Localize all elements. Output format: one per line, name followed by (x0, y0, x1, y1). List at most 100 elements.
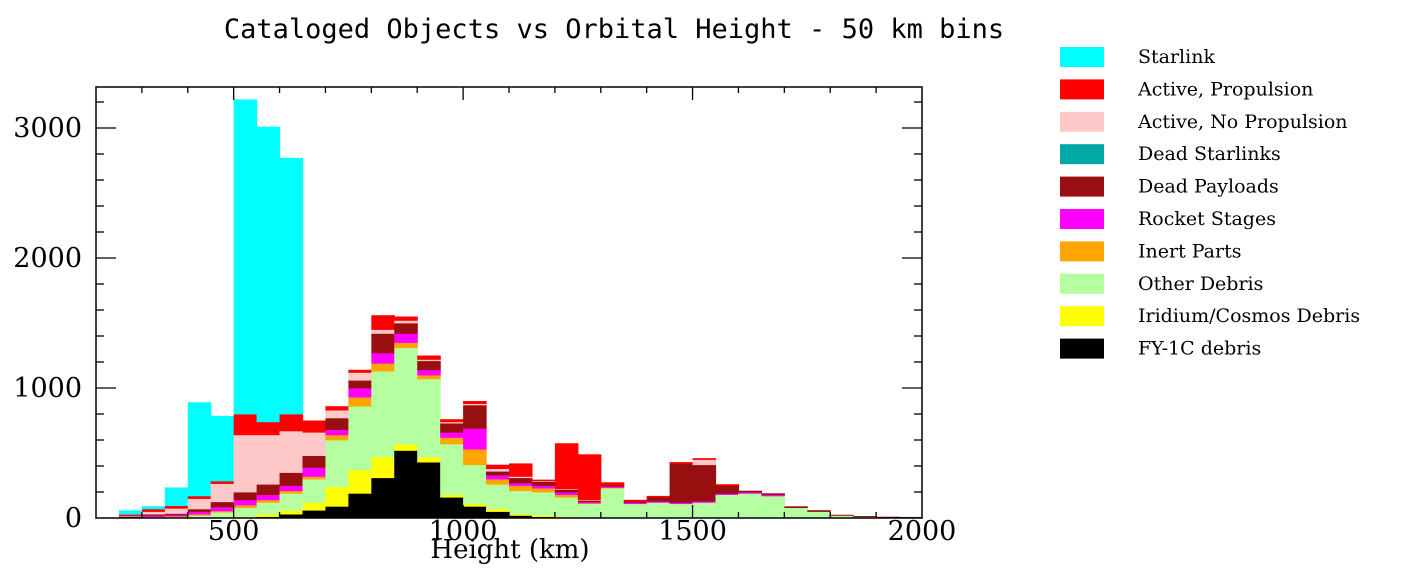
bar-dead-payloads-300 (141, 514, 166, 516)
bar-other-debris-800 (371, 371, 395, 458)
bar-other-debris-950 (440, 443, 464, 495)
bar-inert-parts-750 (348, 397, 372, 407)
bar-active-no-propulsion-750 (348, 372, 372, 381)
bar-inert-parts-850 (394, 342, 418, 349)
bar-active-propulsion-1350 (623, 499, 648, 502)
bar-fy-1c-debris-850 (394, 450, 418, 519)
y-tick-label: 1000 (13, 373, 82, 404)
bar-other-debris-1800 (830, 515, 854, 519)
bar-dead-payloads-950 (440, 423, 464, 433)
bar-stacks (118, 99, 923, 519)
bar-iridium-cosmos-debris-1000 (463, 503, 487, 507)
bar-inert-parts-650 (302, 476, 327, 480)
bar-other-debris-1700 (784, 507, 808, 519)
bar-active-propulsion-400 (187, 495, 212, 499)
bar-iridium-cosmos-debris-700 (325, 486, 349, 507)
bar-dead-payloads-1600 (738, 490, 762, 493)
bar-rocket-stages-1550 (715, 493, 740, 495)
bar-iridium-cosmos-debris-750 (348, 469, 372, 494)
bar-dead-payloads-1100 (509, 477, 533, 484)
bar-other-debris-1450 (669, 503, 694, 519)
bar-iridium-cosmos-debris-1150 (531, 515, 556, 518)
bar-iridium-cosmos-debris-900 (417, 456, 441, 463)
bar-rocket-stages-650 (302, 467, 327, 477)
bar-dead-payloads-1700 (784, 506, 808, 508)
bar-active-no-propulsion-600 (279, 430, 304, 473)
bar-active-no-propulsion-700 (325, 410, 349, 419)
legend-swatch-starlink (1060, 47, 1104, 67)
bar-dead-payloads-650 (302, 455, 327, 468)
bar-rocket-stages-400 (187, 511, 212, 515)
bar-active-propulsion-450 (210, 480, 235, 484)
bar-fy-1c-debris-750 (348, 493, 372, 519)
bar-rocket-stages-1650 (761, 494, 785, 497)
legend-swatch-rocket-stages (1060, 209, 1104, 229)
bar-dead-payloads-550 (256, 484, 281, 495)
bar-other-debris-500 (233, 507, 258, 518)
bar-dead-payloads-1300 (600, 484, 625, 487)
legend-swatch-other-debris (1060, 273, 1104, 294)
bar-other-debris-1600 (738, 493, 762, 519)
bar-dead-payloads-1250 (577, 500, 602, 503)
bar-active-propulsion-1050 (486, 464, 510, 469)
bar-inert-parts-700 (325, 434, 349, 441)
bar-dead-payloads-1550 (715, 485, 740, 494)
bar-other-debris-400 (187, 515, 212, 519)
bar-dead-payloads-350 (164, 513, 189, 516)
legend-label-active-no-propulsion: Active, No Propulsion (1137, 111, 1348, 133)
bar-starlink-300 (141, 506, 166, 510)
bar-active-no-propulsion-1100 (509, 476, 533, 479)
bar-inert-parts-1100 (509, 485, 533, 492)
legend-label-dead-payloads: Dead Payloads (1138, 176, 1279, 198)
bar-active-propulsion-900 (417, 355, 441, 360)
bar-other-debris-1100 (509, 490, 533, 515)
bar-dead-payloads-700 (325, 417, 349, 430)
bar-dead-payloads-450 (210, 501, 235, 508)
bar-active-no-propulsion-950 (440, 421, 464, 424)
bar-dead-payloads-800 (371, 333, 395, 354)
bar-rocket-stages-700 (325, 429, 349, 436)
y-tick-label: 3000 (13, 113, 82, 144)
bar-fy-1c-debris-1100 (509, 515, 533, 519)
bar-active-propulsion-300 (141, 508, 166, 512)
bar-dead-payloads-1900 (876, 516, 900, 518)
bar-active-propulsion-550 (256, 421, 281, 436)
axes: 500 1000 1500 2000 0 1000 2000 3000 (13, 86, 956, 547)
bar-active-propulsion-500 (233, 414, 258, 436)
bar-starlink-450 (210, 415, 235, 482)
bar-dead-payloads-500 (233, 492, 258, 501)
bar-dead-payloads-1000 (463, 404, 487, 429)
bar-rocket-stages-300 (141, 515, 166, 518)
bar-other-debris-1000 (463, 464, 487, 505)
bar-rocket-stages-1400 (646, 501, 671, 503)
y-tick-label: 2000 (13, 243, 82, 274)
bar-active-no-propulsion-350 (164, 508, 189, 514)
bar-rocket-stages-500 (233, 499, 258, 506)
bar-other-debris-1250 (577, 503, 602, 519)
bar-other-debris-1750 (807, 511, 831, 519)
bar-fy-1c-debris-1050 (486, 511, 510, 519)
bar-dead-payloads-1350 (623, 501, 648, 503)
bar-dead-payloads-400 (187, 508, 212, 512)
bar-rocket-stages-600 (279, 485, 304, 492)
x-tick-label: 1000 (429, 516, 498, 547)
bar-starlink-550 (256, 126, 281, 423)
legend-label-other-debris: Other Debris (1138, 273, 1263, 295)
bar-inert-parts-1050 (486, 479, 510, 485)
bar-active-propulsion-1500 (692, 458, 717, 460)
bar-active-propulsion-1100 (509, 463, 533, 477)
legend-swatch-active-propulsion (1060, 79, 1104, 100)
bar-dead-payloads-1650 (761, 493, 785, 495)
bar-rocket-stages-1500 (692, 501, 717, 503)
bar-other-debris-600 (279, 493, 304, 511)
bar-dead-payloads-1500 (692, 464, 717, 502)
bar-active-propulsion-1450 (669, 462, 694, 464)
legend-label-fy-1c-debris: FY-1C debris (1138, 338, 1261, 360)
bar-starlink-500 (233, 99, 258, 415)
bar-active-propulsion-1200 (554, 443, 579, 490)
bar-dead-payloads-900 (417, 360, 441, 371)
bar-fy-1c-debris-650 (302, 510, 327, 519)
bar-rocket-stages-1300 (600, 486, 625, 488)
bar-rocket-stages-1050 (486, 475, 510, 480)
bar-active-propulsion-1150 (531, 479, 556, 482)
